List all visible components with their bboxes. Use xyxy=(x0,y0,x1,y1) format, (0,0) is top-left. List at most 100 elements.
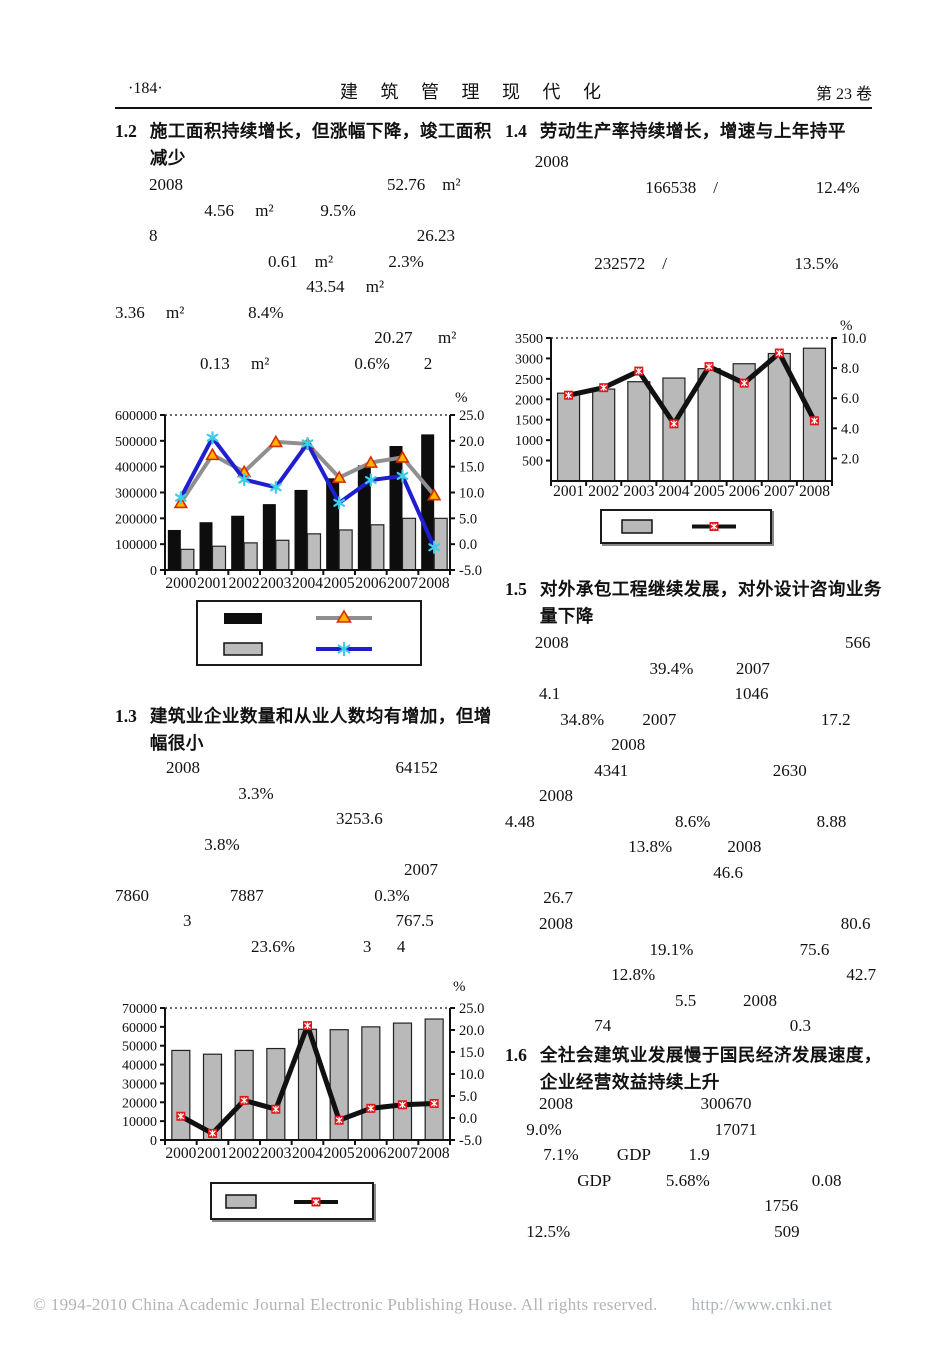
svg-text:2001: 2001 xyxy=(197,1145,228,1162)
text-line: 2008 80.6 xyxy=(505,914,871,934)
chart2-legend xyxy=(210,1182,374,1220)
legend-row xyxy=(602,511,770,542)
legend-row xyxy=(212,1184,372,1218)
svg-text:2001: 2001 xyxy=(553,483,584,500)
section-heading-1-6: 1.6 全社会建筑业发展慢于国民经济发展速度， 企业经营效益持续上升 xyxy=(505,1042,900,1096)
text-line: 8 26.23 xyxy=(115,226,455,246)
redbox-marker-icon xyxy=(311,1197,321,1207)
text-line: 2008 xyxy=(505,735,646,755)
chart-enterprise-count: 0 10000 20000 30000 40000 50000 60000 70000 -5.0… xyxy=(113,975,497,1177)
text-line: 9.0% 17071 xyxy=(505,1119,758,1139)
svg-text:2000: 2000 xyxy=(165,575,196,592)
journal-title: 建 筑 管 理 现 代 化 xyxy=(340,82,610,102)
section-number: 1.4 xyxy=(505,121,527,141)
text-line: 12.8% 42.7 xyxy=(505,965,877,985)
svg-text:8.0: 8.0 xyxy=(841,361,859,377)
svg-text:100000: 100000 xyxy=(115,538,157,553)
svg-text:2.0: 2.0 xyxy=(841,451,859,467)
text-line: 2008 566 xyxy=(505,633,871,652)
svg-text:2006: 2006 xyxy=(729,483,760,500)
svg-text:2006: 2006 xyxy=(355,575,386,592)
text-line: 4.48 8.6% 8.88 xyxy=(505,811,847,831)
section-heading-1-4: 1.4 劳动生产率持续增长，增速与上年持平 xyxy=(505,118,895,145)
text-line: 3.3% xyxy=(115,783,274,803)
svg-text:2008: 2008 xyxy=(419,575,450,592)
section-title-line2: 减少 xyxy=(149,148,186,168)
svg-text:1500: 1500 xyxy=(515,414,543,429)
svg-text:600000: 600000 xyxy=(115,409,157,424)
section-title: 劳动生产率持续增长，增速与上年持平 xyxy=(539,121,846,141)
cnki-url-link[interactable]: http://www.cnki.net xyxy=(691,1295,833,1314)
svg-text:0.0: 0.0 xyxy=(459,537,477,553)
svg-text:2006: 2006 xyxy=(355,1145,386,1162)
text-line: 3.36 m² 8.4% xyxy=(115,302,284,322)
svg-text:2003: 2003 xyxy=(260,1145,291,1162)
svg-text:4.0: 4.0 xyxy=(841,421,859,437)
section-heading-1-3: 1.3 建筑业企业数量和从业人数均有增加，但增 幅很小 xyxy=(115,703,495,757)
svg-text:25.0: 25.0 xyxy=(459,1001,484,1017)
svg-text:2007: 2007 xyxy=(387,575,418,592)
text-line xyxy=(505,200,860,226)
legend-entry-black-bar-and-gray-line xyxy=(224,608,372,624)
section-title: 全社会建筑业发展慢于国民经济发展速度， 企业经营效益持续上升 xyxy=(540,1042,882,1096)
chart1-legend xyxy=(196,600,422,666)
svg-text:2004: 2004 xyxy=(292,1145,323,1162)
body-text-1-6: 2008 300670 9.0% 17071 7.1% GDP 1.9 GDP … xyxy=(505,1091,841,1244)
text-line: 1756 xyxy=(505,1196,799,1216)
section-heading-1-2: 1.2 施工面积持续增长，但涨幅下降，竣工面积 减少 xyxy=(115,118,495,172)
section-title-line2: 企业经营效益持续上升 xyxy=(539,1072,720,1092)
header-rule xyxy=(115,107,872,109)
text-line xyxy=(505,226,860,252)
svg-text:70000: 70000 xyxy=(122,1002,157,1017)
text-line: 2008 300670 xyxy=(505,1094,752,1113)
text-line: 20.27 m² xyxy=(115,328,457,348)
body-text-1-2: 2008 52.76 m² 4.56 m² 9.5% 8 26.23 xyxy=(115,172,461,376)
page-number: ·184· xyxy=(128,80,163,97)
section-title: 建筑业企业数量和从业人数均有增加，但增 幅很小 xyxy=(150,703,492,757)
text-line: 2007 xyxy=(115,860,438,880)
text-line: 4.1 1046 xyxy=(505,684,769,704)
section-title-line1: 对外承包工程继续发展，对外设计咨询业务 xyxy=(539,579,882,599)
svg-text:%: % xyxy=(840,318,853,334)
svg-text:2004: 2004 xyxy=(658,483,689,500)
svg-text:2007: 2007 xyxy=(764,483,795,500)
section-number: 1.2 xyxy=(115,121,137,141)
section-title-line1: 全社会建筑业发展慢于国民经济发展速度， xyxy=(539,1045,882,1065)
svg-text:0: 0 xyxy=(150,564,157,579)
section-title-line1: 施工面积持续增长，但涨幅下降，竣工面积 xyxy=(149,121,492,141)
svg-text:6.0: 6.0 xyxy=(841,391,859,407)
section-heading-1-5: 1.5 对外承包工程继续发展，对外设计咨询业务 量下降 xyxy=(505,576,895,630)
text-line: 7860 7887 0.3% xyxy=(115,885,410,905)
svg-text:10.0: 10.0 xyxy=(459,1067,484,1083)
section-number: 1.5 xyxy=(505,579,527,599)
legend-row xyxy=(198,602,420,633)
svg-text:2005: 2005 xyxy=(324,575,355,592)
svg-text:-5.0: -5.0 xyxy=(459,563,482,579)
svg-text:3500: 3500 xyxy=(515,332,543,347)
copyright-footer: © 1994-2010 China Academic Journal Elect… xyxy=(33,1295,832,1315)
text-line: 166538 / 12.4% xyxy=(505,177,860,197)
svg-text:0: 0 xyxy=(150,1134,157,1149)
body-text-1-4: 2008 166538 / 12.4% 232572 / 13.5% xyxy=(505,149,860,277)
svg-text:300000: 300000 xyxy=(115,487,157,502)
text-line: 43.54 m² xyxy=(115,277,385,297)
triangle-marker-icon xyxy=(336,608,352,623)
section-title-line2: 量下降 xyxy=(539,606,594,626)
text-line: 5.5 2008 xyxy=(505,990,777,1010)
svg-text:%: % xyxy=(453,979,466,995)
text-line: 34.8% 2007 17.2 xyxy=(505,709,851,729)
body-text-1-5: 2008 566 39.4% 2007 4.1 1046 34.8% xyxy=(505,630,876,1039)
svg-text:20.0: 20.0 xyxy=(459,1023,484,1039)
legend-entry-gray-bar-and-black-line xyxy=(225,1194,338,1209)
text-line: 13.8% 2008 xyxy=(505,837,762,857)
text-line: 4.56 m² 9.5% xyxy=(115,200,356,220)
svg-text:3000: 3000 xyxy=(515,352,543,367)
svg-text:2008: 2008 xyxy=(799,483,830,500)
text-line: 0.13 m² 0.6% 2 xyxy=(115,353,433,373)
svg-text:10.0: 10.0 xyxy=(459,486,484,502)
section-number: 1.6 xyxy=(505,1045,527,1065)
legend-entry-gray-bar-and-blue-line xyxy=(223,641,372,656)
svg-text:40000: 40000 xyxy=(122,1059,157,1074)
svg-text:2000: 2000 xyxy=(165,1145,196,1162)
